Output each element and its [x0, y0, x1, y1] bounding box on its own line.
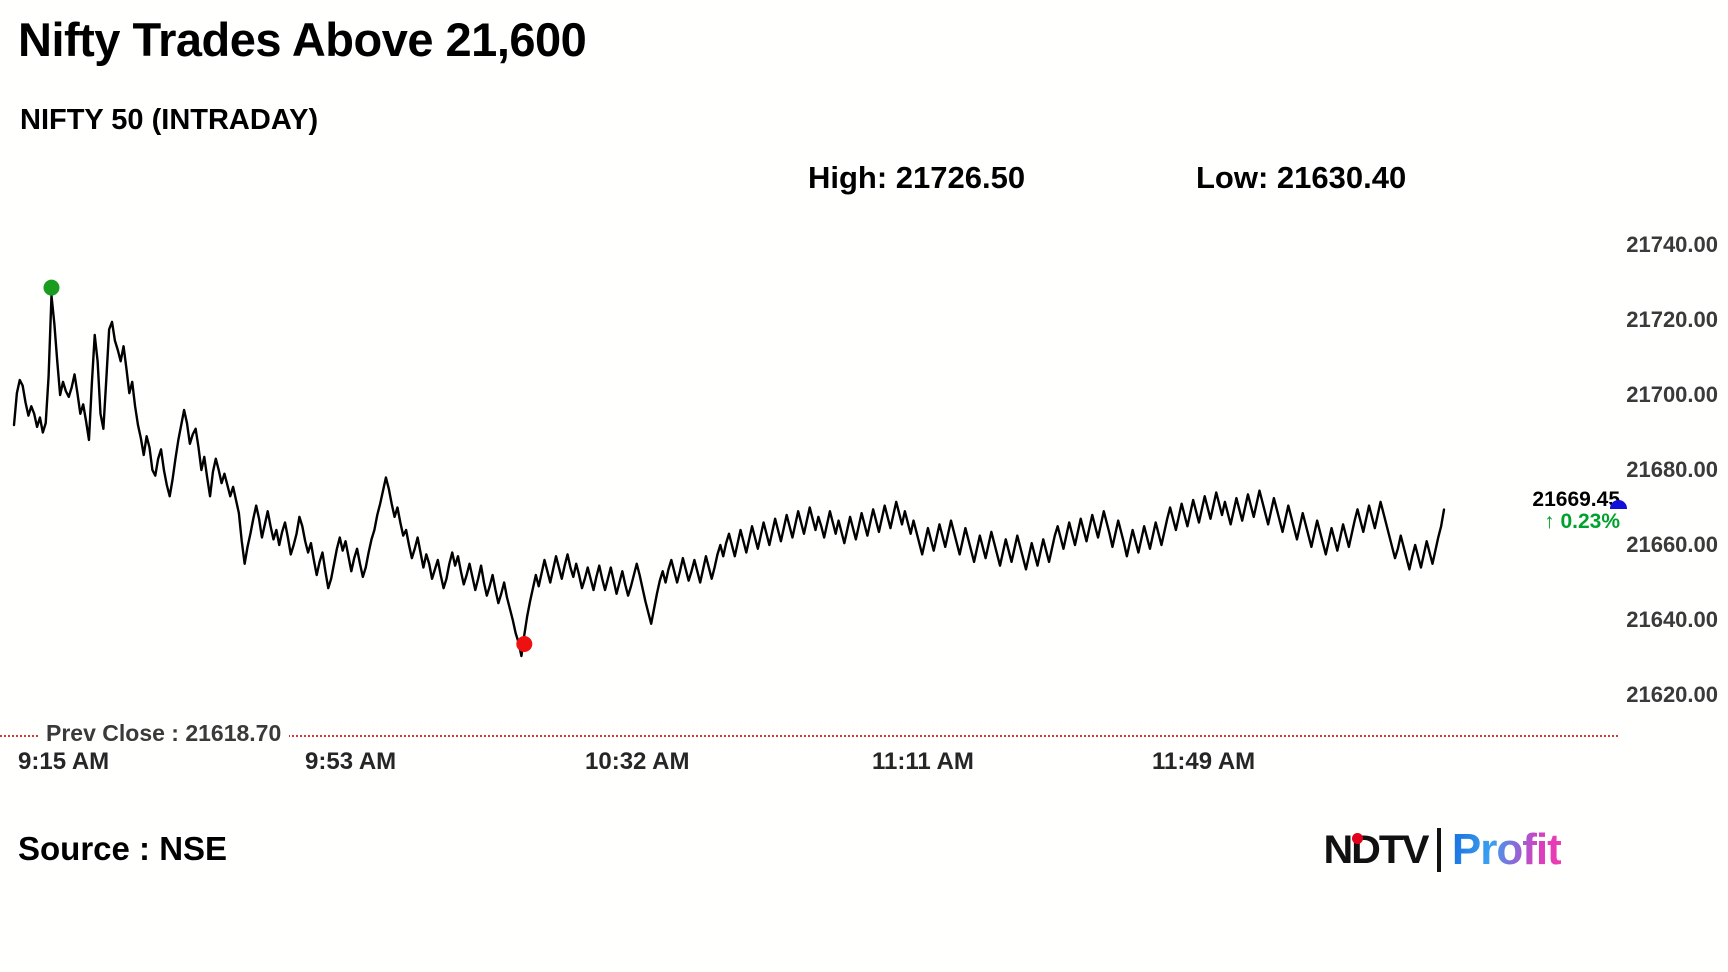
x-axis-tick: 11:11 AM — [872, 748, 974, 775]
y-axis-tick: 21620.00 — [1626, 682, 1718, 707]
ndtv-red-dot-icon — [1352, 833, 1363, 844]
ndtv-profit-logo: NDTV Profit — [1323, 822, 1562, 878]
y-axis-labels: 21740.00 21720.00 21700.00 21680.00 21660.00… — [1600, 215, 1728, 707]
source-label: Source : NSE — [18, 830, 228, 867]
y-axis-tick: 21660.00 — [1626, 532, 1718, 557]
x-axis-labels: 9:15 AM 9:53 AM 10:32 AM 11:11 AM 11:49 AM — [0, 748, 1728, 782]
logo-divider — [1436, 828, 1441, 872]
price-line-chart — [12, 279, 1446, 658]
y-axis-tick: 21700.00 — [1626, 382, 1718, 407]
x-axis-tick: 11:49 AM — [1152, 748, 1256, 775]
last-price-callout: 21669.45 ↑ 0.23% — [1500, 488, 1620, 534]
last-price-marker-icon — [1610, 500, 1627, 509]
y-axis-tick: 21680.00 — [1626, 457, 1718, 482]
x-axis-tick: 10:32 AM — [585, 748, 690, 775]
prev-close-label: Prev Close : 21618.70 — [38, 720, 290, 747]
low-stat: Low: 21630.40 — [1196, 160, 1407, 195]
y-axis-tick: 21640.00 — [1626, 607, 1718, 632]
high-marker-dot — [43, 279, 60, 296]
price-line-path — [12, 294, 1446, 658]
chart-subtitle: NIFTY 50 (INTRADAY) — [20, 104, 319, 136]
prev-close-line — [0, 735, 1618, 737]
high-stat: High: 21726.50 — [808, 160, 1026, 195]
page-title: Nifty Trades Above 21,600 — [18, 13, 587, 66]
x-axis-tick: 9:53 AM — [305, 748, 397, 775]
intraday-chart — [0, 215, 1728, 725]
x-axis-tick: 9:15 AM — [18, 748, 110, 775]
last-price-value: 21669.45 — [1532, 488, 1620, 511]
profit-wordmark: Profit — [1451, 825, 1562, 874]
y-axis-tick: 21720.00 — [1626, 307, 1718, 332]
ndtv-wordmark: NDTV — [1323, 827, 1429, 872]
change-percent-value: ↑ 0.23% — [1544, 510, 1620, 534]
low-marker-dot — [516, 636, 533, 652]
y-axis-tick: 21740.00 — [1626, 232, 1718, 257]
